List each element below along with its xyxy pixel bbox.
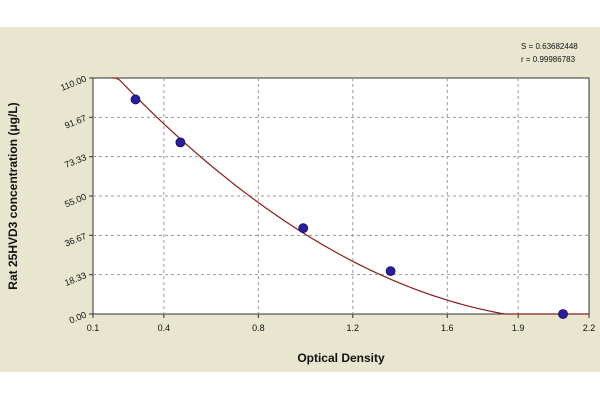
- y-axis-ticks: 0.00 18.33 36.67 55.00 73.33 91.67 110.00: [59, 74, 93, 326]
- x-tick-label: 2.2: [583, 323, 596, 333]
- y-tick-label: 91.67: [63, 113, 88, 131]
- data-point: [385, 266, 396, 276]
- fit-statistics: S = 0.63682448 r = 0.99986783: [521, 40, 578, 66]
- y-axis-title: Rat 25HVD3 concentration (μg/L): [6, 102, 20, 289]
- data-point: [175, 137, 186, 148]
- x-tick-label: 1.2: [347, 323, 360, 333]
- x-tick-label: 0.4: [158, 323, 171, 333]
- x-tick-label: 0.8: [252, 323, 265, 333]
- fit-curve: [111, 77, 589, 315]
- stat-r: r = 0.99986783: [521, 55, 576, 64]
- x-tick-label: 1.9: [512, 323, 525, 333]
- y-tick-label: 0.00: [68, 310, 88, 326]
- data-point: [130, 94, 141, 105]
- y-tick-label: 110.00: [59, 74, 88, 93]
- y-tick-label: 73.33: [63, 152, 88, 170]
- x-tick-label: 1.6: [441, 323, 454, 333]
- y-tick-label: 55.00: [63, 192, 88, 210]
- stat-s: S = 0.63682448: [521, 42, 578, 51]
- y-tick-label: 18.33: [63, 270, 88, 288]
- data-point: [298, 223, 309, 234]
- fit-curve-group: [111, 77, 589, 315]
- grid-lines: [93, 78, 589, 314]
- data-points: [130, 94, 568, 319]
- x-axis-ticks: 0.1 0.4 0.8 1.2 1.6 1.9 2.2: [87, 314, 596, 333]
- x-tick-label: 0.1: [87, 323, 100, 333]
- y-tick-label: 36.67: [63, 231, 88, 249]
- x-axis-title: Optical Density: [297, 351, 385, 365]
- data-point: [558, 309, 568, 319]
